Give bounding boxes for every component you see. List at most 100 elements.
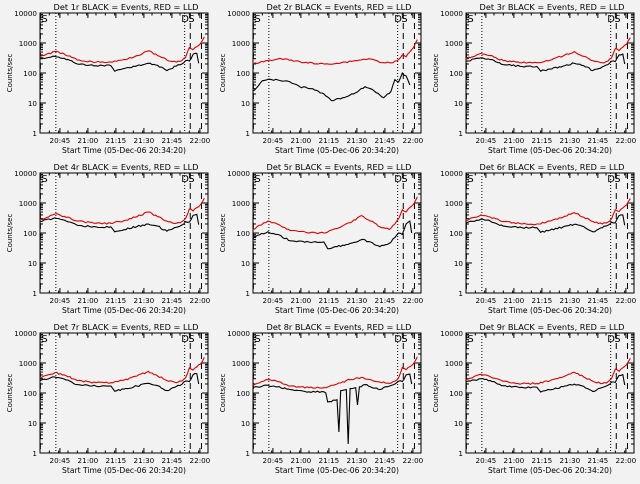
x-tick-label: 21:45 [162,456,183,465]
x-tick-label: 21:30 [560,456,581,465]
marker-letter: S [401,174,407,185]
y-tick-label: 1000 [232,39,251,48]
x-axis-label: Start Time (05-Dec-06 20:34:20) [275,466,399,475]
detector-panel-3: Det 3r BLACK = Events, RED = LLD 1 10 100 10… [432,2,637,155]
x-tick-label: 21:00 [78,296,99,305]
y-tick-label: 1000 [232,199,251,208]
y-tick-label: 100 [23,229,37,238]
x-tick-label: 20:45 [50,296,71,305]
y-tick-label: 10000 [227,9,250,18]
marker-letter: S [254,334,260,345]
x-tick-label: 21:45 [375,456,396,465]
x-axis-label: Start Time (05-Dec-06 20:34:20) [488,146,612,155]
y-tick-label: 10000 [14,169,37,178]
y-tick-label: 10000 [14,329,37,338]
y-tick-label: 10000 [440,329,463,338]
plot-frame [252,172,422,294]
y-axis-label: Counts/sec [6,54,14,93]
y-axis-label: Counts/sec [432,214,440,253]
series-line-events [466,53,626,72]
marker-letter: S [41,14,47,25]
x-tick-label: 21:00 [504,296,525,305]
plot-frame [252,332,422,454]
x-axis-label: Start Time (05-Dec-06 20:34:20) [62,146,186,155]
marker-letter: D [607,334,615,345]
x-tick-label: 20:45 [476,456,497,465]
y-tick-label: 100 [236,229,250,238]
x-tick-label: 21:30 [560,136,581,145]
y-tick-label: 10000 [440,169,463,178]
marker-letter: S [188,14,194,25]
x-tick-label: 21:15 [106,296,127,305]
x-tick-label: 21:30 [134,296,155,305]
panel-title: Det 2r BLACK = Events, RED = LLD [267,2,412,12]
x-tick-label: 21:45 [162,136,183,145]
x-tick-label: 20:45 [263,456,284,465]
x-tick-label: 21:45 [588,456,609,465]
y-tick-label: 1000 [445,39,464,48]
y-tick-label: 1 [32,129,37,138]
x-tick-label: 21:15 [106,456,127,465]
y-tick-label: 1 [458,129,463,138]
series-line-lld [252,356,418,389]
y-tick-label: 1 [458,449,463,458]
x-axis-label: Start Time (05-Dec-06 20:34:20) [488,306,612,315]
marker-letter: S [188,174,194,185]
y-tick-label: 100 [236,389,250,398]
y-tick-label: 10000 [227,329,250,338]
y-tick-label: 1 [32,449,37,458]
x-axis-label: Start Time (05-Dec-06 20:34:20) [62,466,186,475]
detector-panel-1: Det 1r BLACK = Events, RED = LLD 1 10 100 10… [6,2,211,155]
y-tick-label: 1000 [232,359,251,368]
marker-letter: D [181,174,189,185]
detector-panel-6: Det 6r BLACK = Events, RED = LLD 1 10 100 10… [432,162,637,315]
marker-letter: S [188,334,194,345]
x-tick-label: 20:45 [263,136,284,145]
plot-frame [465,12,635,134]
x-tick-label: 21:00 [504,456,525,465]
plot-frame [465,172,635,294]
series-line-lld [465,198,631,226]
y-axis-label: Counts/sec [6,214,14,253]
x-tick-label: 21:45 [375,136,396,145]
x-tick-label: 22:00 [190,136,211,145]
x-tick-label: 21:15 [319,136,340,145]
series-line-lld [252,196,418,235]
x-tick-label: 21:00 [291,296,312,305]
x-tick-label: 22:00 [616,136,637,145]
x-axis-label: Start Time (05-Dec-06 20:34:20) [275,146,399,155]
x-tick-label: 21:15 [106,136,127,145]
y-tick-label: 100 [449,389,463,398]
panel-title: Det 9r BLACK = Events, RED = LLD [480,322,625,332]
detector-panel-8: Det 8r BLACK = Events, RED = LLD 1 10 100 10… [219,322,424,475]
y-tick-label: 10 [454,99,464,108]
y-axis-label: Counts/sec [219,374,227,413]
y-tick-label: 100 [23,69,37,78]
series-line-events [252,220,413,250]
detector-panel-2: Det 2r BLACK = Events, RED = LLD 1 10 100 10… [219,2,424,155]
x-tick-label: 20:45 [50,136,71,145]
y-tick-label: 10 [28,99,38,108]
series-line-lld [39,357,205,384]
y-axis-label: Counts/sec [432,54,440,93]
y-tick-label: 100 [449,229,463,238]
y-tick-label: 10 [241,259,251,268]
y-tick-label: 1000 [19,359,38,368]
x-tick-label: 21:45 [588,136,609,145]
x-tick-label: 22:00 [190,296,211,305]
series-line-events [39,213,200,233]
series-line-events [252,71,411,102]
x-axis-label: Start Time (05-Dec-06 20:34:20) [62,306,186,315]
marker-letter: S [401,334,407,345]
detector-panel-9: Det 9r BLACK = Events, RED = LLD 1 10 100 10… [432,322,637,475]
x-tick-label: 22:00 [190,456,211,465]
panel-title: Det 7r BLACK = Events, RED = LLD [54,322,199,332]
y-tick-label: 10 [454,419,464,428]
series-line-lld [465,37,631,64]
marker-letter: D [607,174,615,185]
x-tick-label: 22:00 [403,136,424,145]
marker-letter: D [394,14,402,25]
x-tick-label: 20:45 [476,296,497,305]
plot-frame [39,12,209,134]
